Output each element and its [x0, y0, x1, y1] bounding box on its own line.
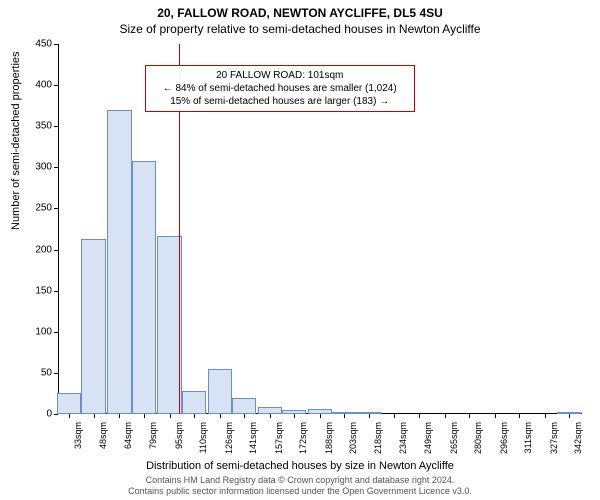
- chart-title-description: Size of property relative to semi-detach…: [0, 20, 600, 36]
- histogram-bar: [107, 110, 131, 414]
- y-tick-mark: [54, 208, 58, 209]
- x-tick-label: 265sqm: [449, 422, 459, 456]
- histogram-bar: [308, 409, 332, 414]
- chart-footer: Contains HM Land Registry data © Crown c…: [0, 475, 600, 498]
- y-tick-label: 350: [22, 121, 52, 132]
- y-tick-label: 300: [22, 162, 52, 173]
- histogram-bar: [208, 369, 232, 414]
- x-tick-label: 48sqm: [98, 422, 108, 456]
- x-tick-label: 218sqm: [373, 422, 383, 456]
- annotation-line: 20 FALLOW ROAD: 101sqm: [152, 69, 408, 82]
- x-tick-mark: [220, 414, 221, 418]
- histogram-bar: [332, 412, 356, 414]
- x-tick-mark: [244, 414, 245, 418]
- y-tick-mark: [54, 373, 58, 374]
- x-tick-label: 311sqm: [523, 422, 533, 456]
- x-tick-mark: [519, 414, 520, 418]
- histogram-bar: [132, 161, 156, 414]
- x-tick-label: 79sqm: [148, 422, 158, 456]
- x-tick-mark: [569, 414, 570, 418]
- x-tick-mark: [320, 414, 321, 418]
- footer-copyright-1: Contains HM Land Registry data © Crown c…: [0, 475, 600, 487]
- y-axis-line: [58, 44, 59, 414]
- y-tick-mark: [54, 44, 58, 45]
- y-tick-label: 50: [22, 367, 52, 378]
- chart-title-address: 20, FALLOW ROAD, NEWTON AYCLIFFE, DL5 4S…: [0, 0, 600, 20]
- x-tick-label: 110sqm: [198, 422, 208, 456]
- y-tick-label: 200: [22, 244, 52, 255]
- x-tick-mark: [119, 414, 120, 418]
- x-tick-label: 64sqm: [123, 422, 133, 456]
- histogram-bar: [356, 412, 380, 414]
- x-tick-mark: [170, 414, 171, 418]
- x-tick-mark: [194, 414, 195, 418]
- x-tick-mark: [144, 414, 145, 418]
- x-tick-mark: [270, 414, 271, 418]
- x-tick-mark: [419, 414, 420, 418]
- x-tick-label: 234sqm: [398, 422, 408, 456]
- y-tick-mark: [54, 414, 58, 415]
- annotation-line: ← 84% of semi-detached houses are smalle…: [152, 82, 408, 95]
- histogram-bar: [81, 239, 105, 414]
- y-tick-mark: [54, 250, 58, 251]
- y-tick-mark: [54, 332, 58, 333]
- x-tick-mark: [94, 414, 95, 418]
- x-tick-label: 126sqm: [224, 422, 234, 456]
- x-tick-mark: [445, 414, 446, 418]
- x-tick-label: 141sqm: [248, 422, 258, 456]
- y-tick-label: 450: [22, 39, 52, 50]
- footer-copyright-2: Contains public sector information licen…: [0, 486, 600, 498]
- annotation-box: 20 FALLOW ROAD: 101sqm← 84% of semi-deta…: [145, 65, 415, 112]
- x-tick-label: 296sqm: [499, 422, 509, 456]
- x-tick-label: 280sqm: [473, 422, 483, 456]
- y-tick-label: 250: [22, 203, 52, 214]
- histogram-bar: [232, 398, 256, 414]
- x-tick-label: 249sqm: [423, 422, 433, 456]
- chart-plot-area: 05010015020025030035040045033sqm48sqm64s…: [58, 44, 582, 414]
- histogram-bar: [258, 407, 282, 414]
- histogram-bar: [57, 393, 81, 414]
- histogram-bar: [157, 236, 181, 414]
- y-tick-mark: [54, 126, 58, 127]
- y-axis-label: Number of semi-detached properties: [10, 51, 22, 230]
- x-tick-label: 327sqm: [549, 422, 559, 456]
- x-axis-label: Distribution of semi-detached houses by …: [0, 460, 600, 472]
- x-tick-mark: [294, 414, 295, 418]
- histogram-bar: [557, 412, 581, 414]
- x-tick-mark: [69, 414, 70, 418]
- x-tick-label: 342sqm: [573, 422, 583, 456]
- x-tick-mark: [495, 414, 496, 418]
- y-tick-mark: [54, 291, 58, 292]
- annotation-line: 15% of semi-detached houses are larger (…: [152, 95, 408, 108]
- histogram-bar: [282, 410, 306, 414]
- x-tick-label: 172sqm: [298, 422, 308, 456]
- y-tick-label: 150: [22, 285, 52, 296]
- x-tick-mark: [344, 414, 345, 418]
- histogram-bar: [182, 391, 206, 414]
- x-tick-label: 33sqm: [73, 422, 83, 456]
- x-tick-label: 203sqm: [348, 422, 358, 456]
- y-tick-label: 400: [22, 80, 52, 91]
- x-tick-label: 95sqm: [174, 422, 184, 456]
- y-tick-mark: [54, 85, 58, 86]
- y-tick-mark: [54, 167, 58, 168]
- x-tick-mark: [394, 414, 395, 418]
- x-tick-label: 188sqm: [324, 422, 334, 456]
- y-tick-label: 0: [22, 409, 52, 420]
- x-tick-mark: [545, 414, 546, 418]
- x-tick-label: 157sqm: [274, 422, 284, 456]
- x-tick-mark: [469, 414, 470, 418]
- y-tick-label: 100: [22, 326, 52, 337]
- x-tick-mark: [369, 414, 370, 418]
